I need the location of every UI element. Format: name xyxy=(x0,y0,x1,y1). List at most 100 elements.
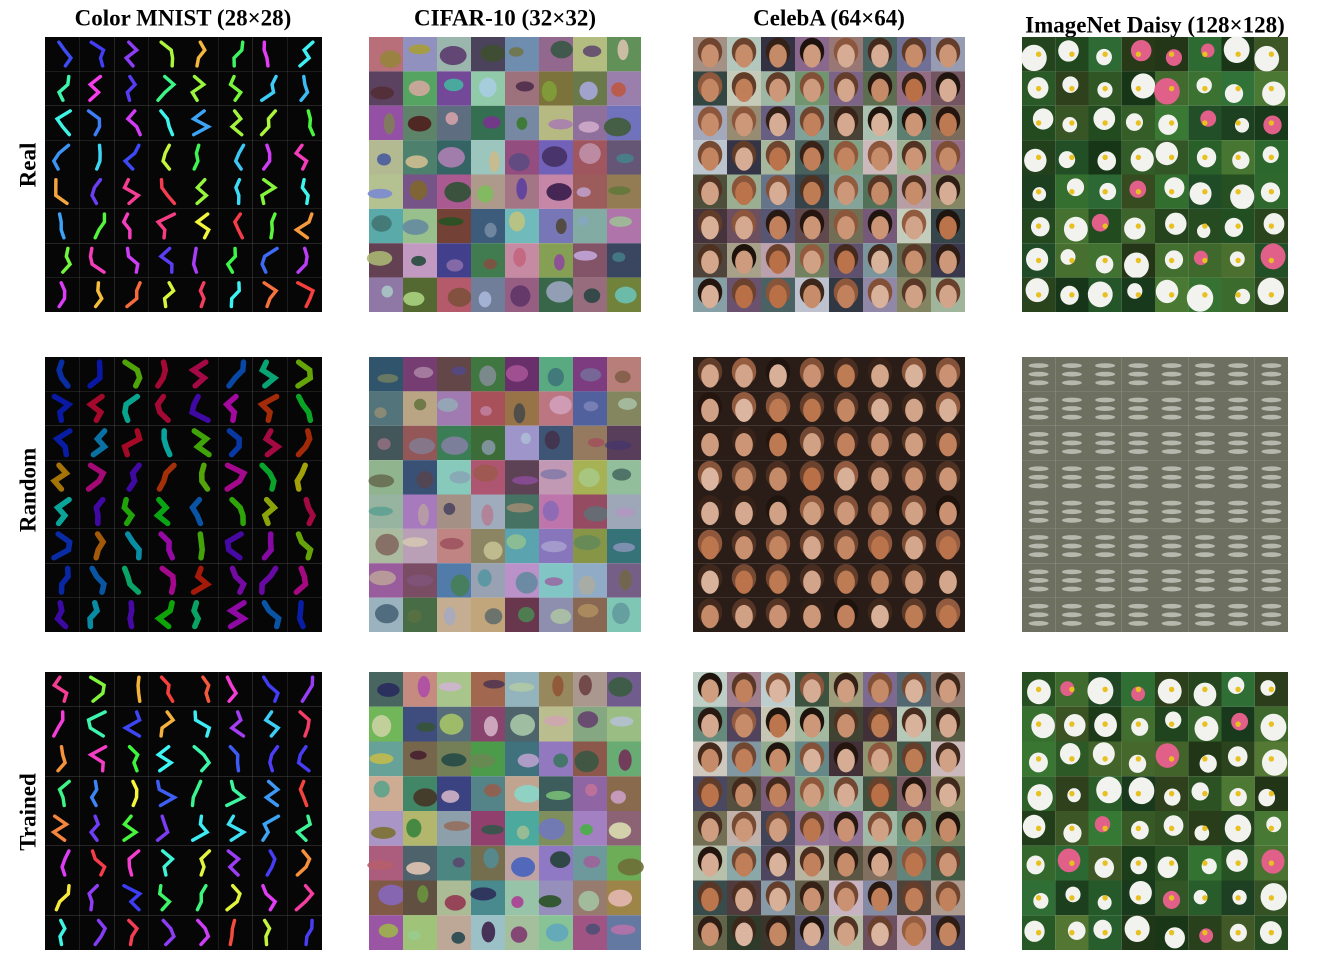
image-cell xyxy=(80,37,115,71)
image-tile xyxy=(403,672,437,707)
image-tile xyxy=(1055,37,1088,71)
pattern xyxy=(1195,578,1215,583)
image-tile xyxy=(795,529,829,563)
image-tile xyxy=(45,846,80,881)
face xyxy=(701,79,719,102)
image-tile xyxy=(863,915,897,950)
image-tile xyxy=(1055,846,1088,881)
flower-center xyxy=(1269,86,1274,92)
image-tile xyxy=(1222,426,1255,460)
image-cell xyxy=(114,881,149,916)
image-object xyxy=(477,185,493,202)
face xyxy=(871,79,889,102)
image-tile xyxy=(184,391,219,425)
image-tile xyxy=(1122,278,1155,312)
pattern xyxy=(1261,449,1281,454)
image-tile xyxy=(114,811,149,846)
image-object xyxy=(512,476,538,484)
flower-center xyxy=(1136,930,1141,936)
image-tile xyxy=(218,563,253,597)
image-tile xyxy=(573,915,607,950)
image-tile xyxy=(80,529,115,563)
image-tile xyxy=(897,357,931,391)
image-tile xyxy=(897,529,931,563)
row-label: Random xyxy=(15,448,40,532)
image-object xyxy=(579,82,597,100)
image-cell xyxy=(80,672,115,707)
pattern xyxy=(1162,544,1182,549)
image-tile xyxy=(149,106,184,140)
petals xyxy=(1264,213,1285,234)
image-tile xyxy=(693,71,727,105)
flower-center xyxy=(1036,687,1041,693)
image-object xyxy=(484,541,503,559)
image-grid xyxy=(367,672,644,950)
flower-center xyxy=(1169,860,1174,866)
image-object xyxy=(441,436,468,454)
petals xyxy=(1060,743,1080,764)
face xyxy=(939,182,957,205)
flower-center xyxy=(1036,930,1041,936)
image-object xyxy=(410,180,427,200)
image-tile xyxy=(253,776,288,811)
image-tile xyxy=(1055,811,1088,846)
image-object xyxy=(414,367,433,378)
face xyxy=(871,749,889,773)
image-tile xyxy=(795,495,829,529)
face xyxy=(837,433,855,456)
pattern xyxy=(1261,612,1281,617)
image-tile xyxy=(45,106,80,140)
image-tile xyxy=(253,140,288,174)
pattern xyxy=(1162,475,1182,480)
image-tile xyxy=(184,672,219,707)
pattern xyxy=(1029,415,1049,420)
pattern xyxy=(1261,501,1281,506)
image-tile xyxy=(218,106,253,140)
pattern xyxy=(1095,604,1115,609)
image-tile xyxy=(80,278,115,312)
image-tile xyxy=(80,707,115,742)
image-tile xyxy=(253,598,288,632)
image-object xyxy=(482,921,496,942)
image-tile xyxy=(761,140,795,174)
pattern xyxy=(1162,449,1182,454)
face xyxy=(837,923,855,947)
flower-center xyxy=(1202,930,1207,936)
flower-center xyxy=(1069,895,1074,901)
face xyxy=(701,818,719,842)
image-tile xyxy=(1021,37,1055,71)
face xyxy=(701,749,719,773)
image-tile xyxy=(863,881,897,916)
pattern xyxy=(1162,406,1182,411)
image-tile xyxy=(218,707,253,742)
image-tile xyxy=(369,742,403,777)
image-cell xyxy=(253,915,288,950)
image-object xyxy=(406,819,421,838)
flower-center xyxy=(1169,189,1174,195)
image-tile xyxy=(184,776,219,811)
image-tile xyxy=(795,243,829,277)
image-tile xyxy=(45,357,80,391)
flower-center xyxy=(1269,51,1274,57)
petals xyxy=(1158,856,1179,878)
image-tile xyxy=(253,243,288,277)
image-tile xyxy=(897,426,931,460)
face xyxy=(871,888,889,912)
image-tile xyxy=(573,742,607,777)
petals xyxy=(1096,777,1122,804)
image-object xyxy=(608,890,632,907)
image-tile xyxy=(45,811,80,846)
image-tile xyxy=(539,529,573,563)
image-tile xyxy=(403,776,437,811)
face xyxy=(905,818,923,842)
image-tile xyxy=(795,742,829,777)
image-tile xyxy=(761,742,795,777)
pattern xyxy=(1128,432,1148,437)
face xyxy=(769,399,787,422)
pattern xyxy=(1095,501,1115,506)
image-tile xyxy=(931,209,965,243)
image-tile xyxy=(1089,426,1122,460)
image-tile xyxy=(149,529,184,563)
image-cell xyxy=(287,106,322,140)
image-tile xyxy=(437,529,471,563)
